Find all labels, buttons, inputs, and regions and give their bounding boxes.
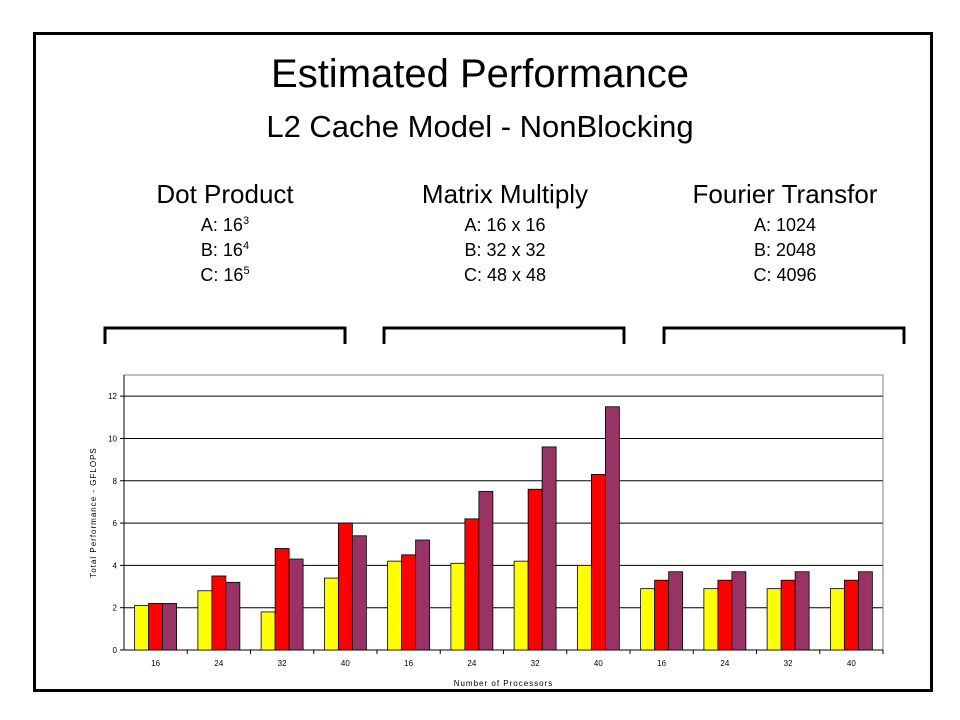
x-tick-label: 16	[657, 659, 666, 668]
x-tick-label: 32	[278, 659, 287, 668]
bar	[541, 446, 557, 651]
y-tick-label: 0	[113, 646, 118, 655]
bar	[464, 518, 480, 651]
slide-title: Estimated Performance	[271, 52, 689, 96]
group-matrix-multiply: Matrix Multiply A: 16 x 16 B: 32 x 32 C:…	[375, 178, 635, 288]
x-tick-label: 24	[467, 659, 476, 668]
bar	[197, 590, 213, 651]
group-bracket	[103, 326, 347, 344]
bar	[415, 539, 431, 651]
bar	[288, 558, 304, 651]
bar	[668, 571, 684, 651]
bar	[162, 603, 178, 651]
x-tick-label: 16	[151, 659, 160, 668]
bar	[148, 603, 164, 651]
x-tick-label: 24	[214, 659, 223, 668]
bar	[829, 588, 845, 651]
bar	[843, 579, 859, 651]
group-bracket	[662, 326, 906, 344]
group-brackets	[103, 326, 906, 344]
group-name: Dot Product	[156, 179, 294, 209]
config-line: B: 164	[200, 240, 250, 260]
group-bracket	[382, 326, 626, 344]
bar	[640, 588, 656, 651]
bar	[717, 579, 733, 651]
x-tick-label: 32	[784, 659, 793, 668]
bar	[766, 588, 782, 651]
x-axis-label: Number of Processors	[454, 679, 554, 688]
y-axis-label: Total Performance - GFLOPS	[89, 447, 98, 577]
x-tick-label: 40	[847, 659, 856, 668]
bar	[654, 579, 670, 651]
config-line: C: 48 x 48	[463, 265, 547, 285]
bar	[731, 571, 747, 651]
bar	[351, 535, 367, 651]
bar	[211, 575, 227, 651]
bar	[274, 548, 290, 651]
config-line: A: 1024	[753, 215, 817, 235]
y-tick-label: 4	[113, 561, 118, 570]
y-tick-label: 8	[113, 477, 118, 486]
bar	[401, 554, 417, 651]
x-tick-label: 16	[404, 659, 413, 668]
y-tick-label: 12	[108, 392, 117, 401]
x-tick-label: 32	[531, 659, 540, 668]
bar	[794, 571, 810, 651]
bar	[387, 560, 403, 651]
bar	[450, 562, 466, 651]
x-tick-label: 24	[720, 659, 729, 668]
group-fourier-transform: Fourier Transfor A: 1024 B: 2048 C: 4096	[655, 178, 915, 288]
bar	[478, 490, 494, 651]
config-line: A: 163	[200, 215, 250, 235]
bar	[527, 488, 543, 651]
group-name: Matrix Multiply	[421, 179, 589, 209]
bar	[590, 474, 606, 651]
bar	[260, 611, 276, 651]
bar	[703, 588, 719, 651]
group-dot-product: Dot Product A: 163 B: 164 C: 165	[95, 178, 355, 288]
bar	[780, 579, 796, 651]
x-tick-label: 40	[594, 659, 603, 668]
group-name: Fourier Transfor	[692, 179, 878, 209]
bar	[604, 406, 620, 651]
bar	[134, 605, 150, 651]
y-tick-label: 6	[113, 519, 118, 528]
bar	[225, 581, 241, 651]
bar	[576, 564, 592, 651]
y-tick-label: 2	[113, 604, 118, 613]
config-line: C: 165	[200, 265, 250, 285]
y-tick-label: 10	[108, 434, 117, 443]
slide-subtitle: L2 Cache Model - NonBlocking	[266, 109, 694, 144]
bar	[323, 577, 339, 651]
config-line: B: 32 x 32	[464, 240, 546, 260]
config-line: B: 2048	[753, 240, 817, 260]
bar	[337, 522, 353, 651]
bar	[857, 571, 873, 651]
config-line: C: 4096	[753, 265, 817, 285]
config-line: A: 16 x 16	[464, 215, 546, 235]
x-tick-label: 40	[341, 659, 350, 668]
bar	[513, 560, 529, 651]
